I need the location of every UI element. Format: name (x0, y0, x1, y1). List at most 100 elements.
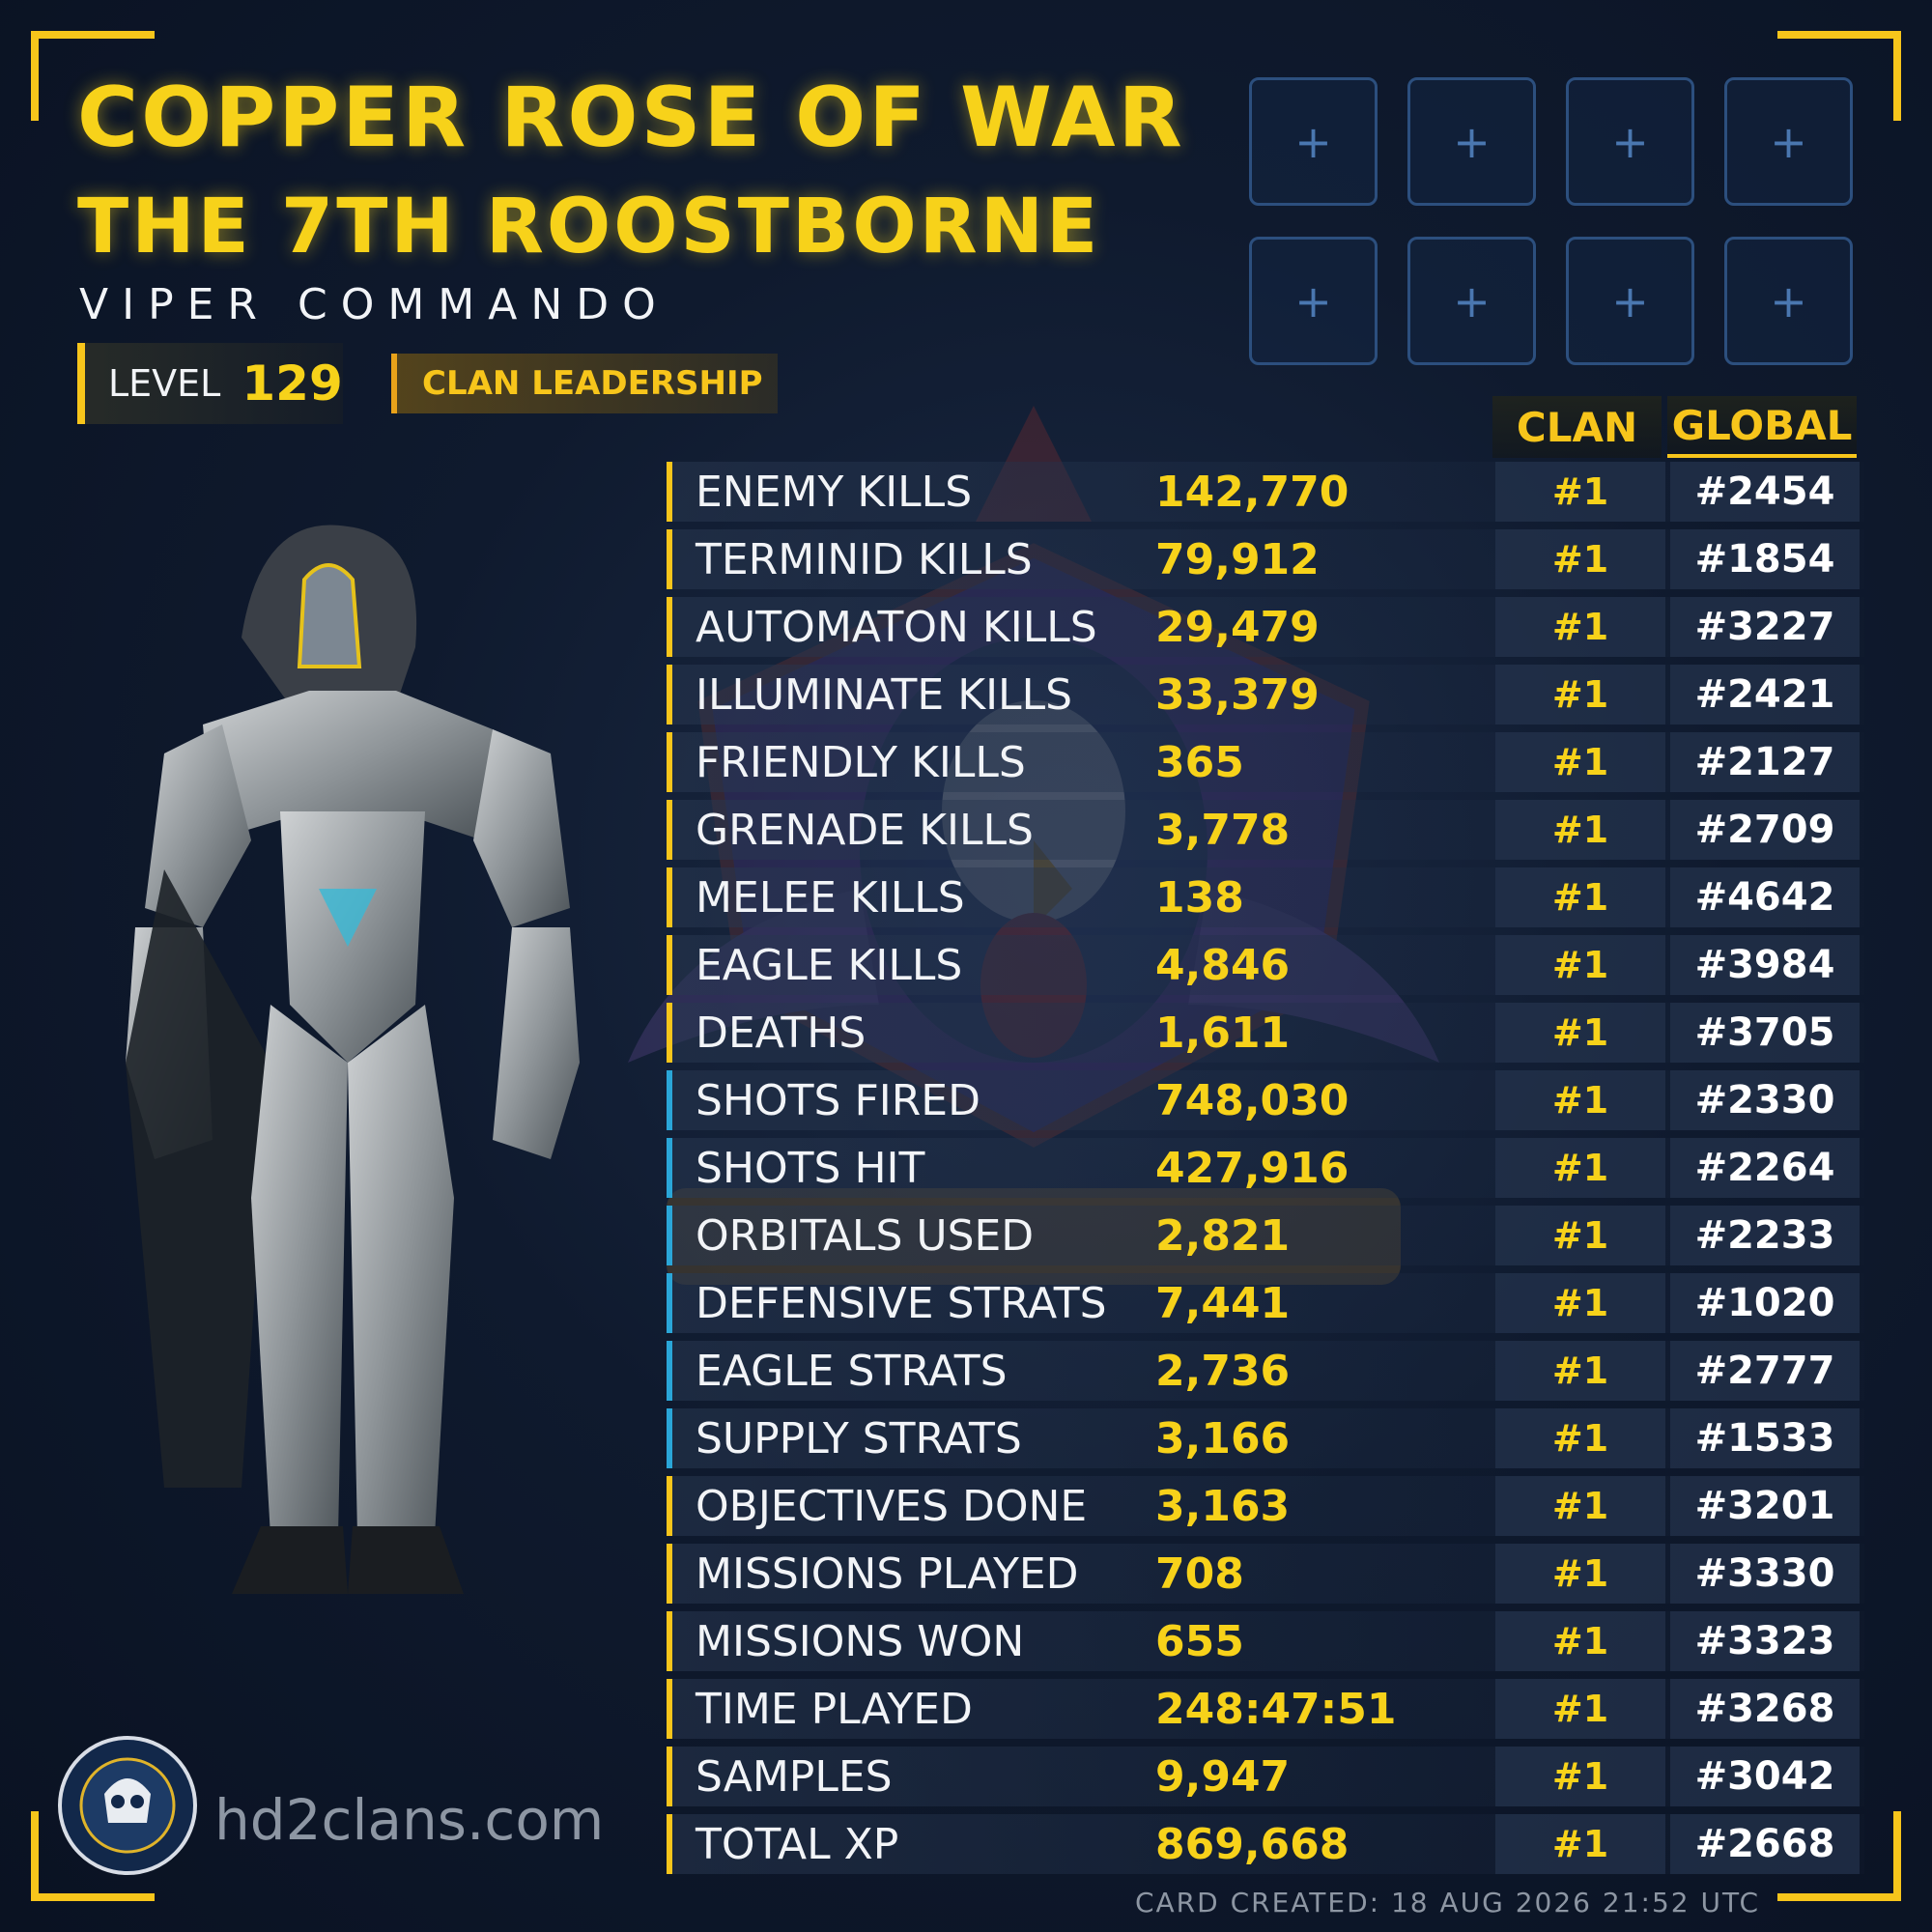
table-row: SHOTS HIT 427,916 #1 #2264 (667, 1138, 1864, 1198)
stat-value: 1,611 (1155, 1009, 1291, 1058)
row-marker (667, 1206, 672, 1265)
clan-rank: #1 (1495, 1408, 1665, 1468)
plus-icon[interactable]: + (1407, 237, 1536, 365)
stat-value: 4,846 (1155, 941, 1291, 990)
row-marker (667, 1679, 672, 1739)
table-row: ILLUMINATE KILLS 33,379 #1 #2421 (667, 665, 1864, 724)
row-marker (667, 1273, 672, 1333)
global-rank: #3201 (1670, 1476, 1860, 1536)
plus-icon[interactable]: + (1724, 237, 1853, 365)
stat-value: 248:47:51 (1155, 1685, 1397, 1734)
global-rank: #3705 (1670, 1003, 1860, 1063)
stat-label: MISSIONS PLAYED (696, 1549, 1079, 1599)
plus-icon[interactable]: + (1566, 237, 1694, 365)
row-marker (667, 1138, 672, 1198)
stat-label: SHOTS HIT (696, 1144, 925, 1193)
row-marker (667, 935, 672, 995)
clan-rank: #1 (1495, 935, 1665, 995)
row-marker (667, 1003, 672, 1063)
stat-label: EAGLE KILLS (696, 941, 963, 990)
stat-label: DEATHS (696, 1009, 867, 1058)
stats-table: ENEMY KILLS 142,770 #1 #2454 TERMINID KILLS… (667, 462, 1864, 1882)
stat-label: SUPPLY STRATS (696, 1414, 1022, 1463)
clan-rank: #1 (1495, 597, 1665, 657)
corner-bracket-bottom-right (1777, 1811, 1901, 1901)
clan-rank: #1 (1495, 1138, 1665, 1198)
row-marker (667, 1070, 672, 1130)
plus-icon[interactable]: + (1566, 77, 1694, 206)
row-marker (667, 1476, 672, 1536)
global-rank: #1533 (1670, 1408, 1860, 1468)
skull-seal-icon (58, 1736, 197, 1875)
stat-value: 3,163 (1155, 1482, 1291, 1531)
card-created-timestamp: CARD CREATED: 18 AUG 2026 21:52 UTC (1134, 1887, 1760, 1918)
column-header-global: GLOBAL (1667, 396, 1857, 458)
corner-bracket-top-left (31, 31, 155, 121)
global-rank: #2233 (1670, 1206, 1860, 1265)
stat-label: TERMINID KILLS (696, 535, 1033, 584)
table-row: SAMPLES 9,947 #1 #3042 (667, 1747, 1864, 1806)
stat-value: 365 (1155, 738, 1244, 787)
stat-label: GRENADE KILLS (696, 806, 1034, 855)
stat-label: OBJECTIVES DONE (696, 1482, 1088, 1531)
stat-value: 9,947 (1155, 1752, 1291, 1802)
stat-value: 138 (1155, 873, 1244, 923)
global-rank: #2454 (1670, 462, 1860, 522)
clan-rank: #1 (1495, 1679, 1665, 1739)
plus-icon[interactable]: + (1407, 77, 1536, 206)
clan-rank: #1 (1495, 1611, 1665, 1671)
table-row: SHOTS FIRED 748,030 #1 #2330 (667, 1070, 1864, 1130)
global-rank: #1854 (1670, 529, 1860, 589)
plus-icon[interactable]: + (1249, 237, 1378, 365)
row-marker (667, 1814, 672, 1874)
table-row: OBJECTIVES DONE 3,163 #1 #3201 (667, 1476, 1864, 1536)
stat-value: 7,441 (1155, 1279, 1291, 1328)
column-header-clan: CLAN (1492, 396, 1662, 458)
table-row: EAGLE STRATS 2,736 #1 #2777 (667, 1341, 1864, 1401)
table-row: TOTAL XP 869,668 #1 #2668 (667, 1814, 1864, 1874)
clan-rank: #1 (1495, 1476, 1665, 1536)
global-rank: #3323 (1670, 1611, 1860, 1671)
clan-rank: #1 (1495, 1341, 1665, 1401)
site-url: hd2clans.com (214, 1787, 605, 1853)
row-marker (667, 665, 672, 724)
table-row: MISSIONS PLAYED 708 #1 #3330 (667, 1544, 1864, 1604)
role-badge: CLAN LEADERSHIP (391, 354, 778, 413)
row-marker (667, 732, 672, 792)
row-marker (667, 1341, 672, 1401)
global-rank: #2421 (1670, 665, 1860, 724)
stat-label: FRIENDLY KILLS (696, 738, 1026, 787)
stat-label: SAMPLES (696, 1752, 893, 1802)
global-rank: #3330 (1670, 1544, 1860, 1604)
plus-icon[interactable]: + (1724, 77, 1853, 206)
stat-value: 869,668 (1155, 1820, 1350, 1869)
clan-rank: #1 (1495, 867, 1665, 927)
table-row: ENEMY KILLS 142,770 #1 #2454 (667, 462, 1864, 522)
loadout-slots: + + + + + + + + (1249, 77, 1856, 365)
level-box: LEVEL 129 (77, 343, 343, 424)
table-row: MELEE KILLS 138 #1 #4642 (667, 867, 1864, 927)
stat-label: MISSIONS WON (696, 1617, 1025, 1666)
global-rank: #3042 (1670, 1747, 1860, 1806)
table-row: TIME PLAYED 248:47:51 #1 #3268 (667, 1679, 1864, 1739)
table-row: FRIENDLY KILLS 365 #1 #2127 (667, 732, 1864, 792)
clan-rank: #1 (1495, 1544, 1665, 1604)
row-marker (667, 1611, 672, 1671)
global-rank: #1020 (1670, 1273, 1860, 1333)
clan-rank: #1 (1495, 665, 1665, 724)
clan-subtitle: THE 7TH ROOSTBORNE (77, 184, 1101, 270)
stat-value: 655 (1155, 1617, 1244, 1666)
row-marker (667, 1747, 672, 1806)
clan-rank: #1 (1495, 1814, 1665, 1874)
table-row: DEATHS 1,611 #1 #3705 (667, 1003, 1864, 1063)
stat-label: AUTOMATON KILLS (696, 603, 1097, 652)
stat-value: 3,166 (1155, 1414, 1291, 1463)
global-rank: #2127 (1670, 732, 1860, 792)
plus-icon[interactable]: + (1249, 77, 1378, 206)
stat-label: ILLUMINATE KILLS (696, 670, 1073, 720)
row-marker (667, 462, 672, 522)
global-rank: #2777 (1670, 1341, 1860, 1401)
clan-rank: #1 (1495, 800, 1665, 860)
global-rank: #4642 (1670, 867, 1860, 927)
clan-rank: #1 (1495, 1070, 1665, 1130)
